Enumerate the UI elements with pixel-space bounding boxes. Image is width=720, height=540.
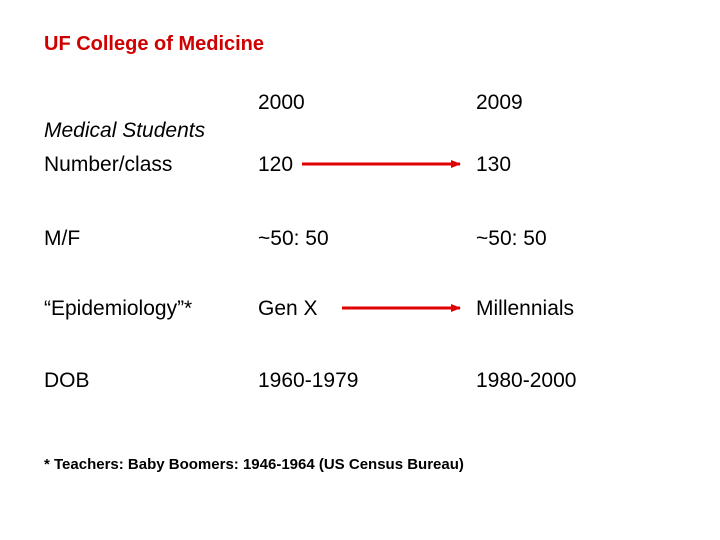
cell: 130 [476, 153, 512, 176]
cell: 120 [258, 153, 294, 176]
cell: ~50: 50 [258, 227, 329, 250]
column-header: 2009 [476, 91, 523, 114]
column-header: 2000 [258, 91, 305, 114]
cell: Millennials [476, 297, 575, 320]
footnote: * Teachers: Baby Boomers: 1946-1964 (US … [44, 456, 464, 473]
row-label: “Epidemiology”* [44, 297, 193, 320]
slide-title: UF College of Medicine [44, 33, 265, 55]
cell: ~50: 50 [476, 227, 547, 250]
row-label: DOB [44, 369, 90, 392]
cell: 1980-2000 [476, 369, 577, 392]
row-label: M/F [44, 227, 81, 250]
section-label: Medical Students [44, 119, 206, 142]
cell: Gen X [258, 297, 318, 320]
cell: 1960-1979 [258, 369, 359, 392]
row-label: Number/class [44, 153, 173, 176]
